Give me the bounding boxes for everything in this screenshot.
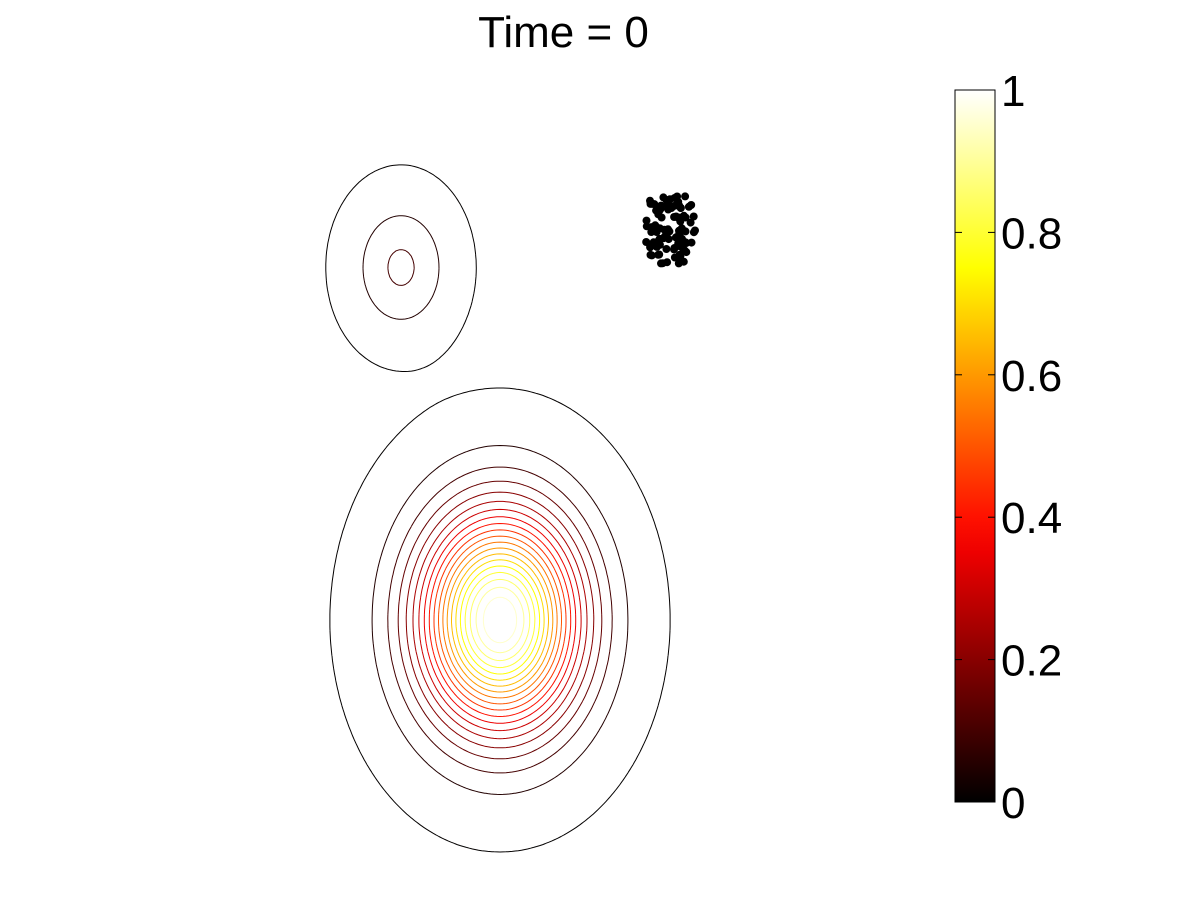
particle bbox=[656, 204, 665, 213]
plot-title: Time = 0 bbox=[478, 8, 649, 57]
particle bbox=[646, 199, 655, 208]
particle bbox=[687, 238, 696, 247]
particle bbox=[675, 250, 684, 259]
contour-line-1 bbox=[362, 215, 629, 795]
contour-line-10 bbox=[438, 535, 562, 705]
contour-line-18 bbox=[475, 586, 525, 654]
contour-line-13 bbox=[451, 553, 549, 687]
colorbar-tick-label: 0.8 bbox=[1001, 209, 1062, 258]
particle bbox=[659, 193, 668, 202]
colorbar-fill bbox=[954, 89, 996, 803]
contour-line-7 bbox=[423, 516, 577, 724]
contour-line-14 bbox=[455, 559, 545, 681]
particle bbox=[687, 201, 696, 209]
colorbar-tick-label: 0 bbox=[1001, 779, 1025, 828]
contour-line-12 bbox=[446, 547, 554, 693]
particle bbox=[647, 251, 656, 260]
particle bbox=[676, 235, 685, 244]
particle bbox=[642, 216, 651, 225]
contour-line-2 bbox=[387, 249, 613, 774]
contour-line-3 bbox=[397, 480, 603, 760]
colorbar-tick-label: 0.2 bbox=[1001, 637, 1062, 686]
particle bbox=[662, 245, 671, 253]
particle bbox=[656, 224, 664, 233]
colorbar: 0 0.2 0.4 0.6 0.8 1 bbox=[954, 67, 1062, 828]
contour-line-15 bbox=[459, 565, 541, 675]
particle bbox=[667, 204, 676, 212]
particle bbox=[664, 235, 673, 244]
colorbar-ticks: 0 0.2 0.4 0.6 0.8 1 bbox=[955, 67, 1062, 828]
particle bbox=[670, 194, 679, 202]
particle bbox=[648, 226, 657, 235]
contour-line-9 bbox=[433, 529, 567, 711]
colorbar-tick-label: 1 bbox=[1001, 67, 1025, 116]
colorbar-tick-label: 0.6 bbox=[1001, 352, 1062, 401]
contour-line-16 bbox=[464, 571, 536, 669]
particle bbox=[670, 245, 678, 254]
particle bbox=[691, 226, 699, 235]
contour-line-5 bbox=[412, 500, 588, 740]
contour-line-8 bbox=[428, 523, 572, 717]
particle bbox=[681, 192, 690, 201]
contour-line-11 bbox=[442, 541, 558, 699]
contour-line-4 bbox=[405, 491, 595, 749]
contour-line-6 bbox=[418, 508, 582, 732]
particle-layer bbox=[642, 192, 699, 268]
particle bbox=[676, 217, 685, 226]
contour-line-17 bbox=[469, 578, 531, 662]
particle bbox=[679, 257, 688, 266]
contour-line-0 bbox=[325, 164, 671, 853]
particle bbox=[677, 224, 686, 233]
particle bbox=[689, 212, 698, 221]
particle bbox=[665, 227, 674, 236]
contour-line-19 bbox=[482, 596, 518, 644]
contour-layer bbox=[325, 164, 671, 853]
particle bbox=[642, 238, 651, 246]
particle bbox=[686, 218, 695, 227]
particle bbox=[655, 250, 664, 259]
particle bbox=[658, 259, 667, 268]
particle bbox=[652, 242, 661, 251]
colorbar-tick-label: 0.4 bbox=[1001, 494, 1062, 543]
